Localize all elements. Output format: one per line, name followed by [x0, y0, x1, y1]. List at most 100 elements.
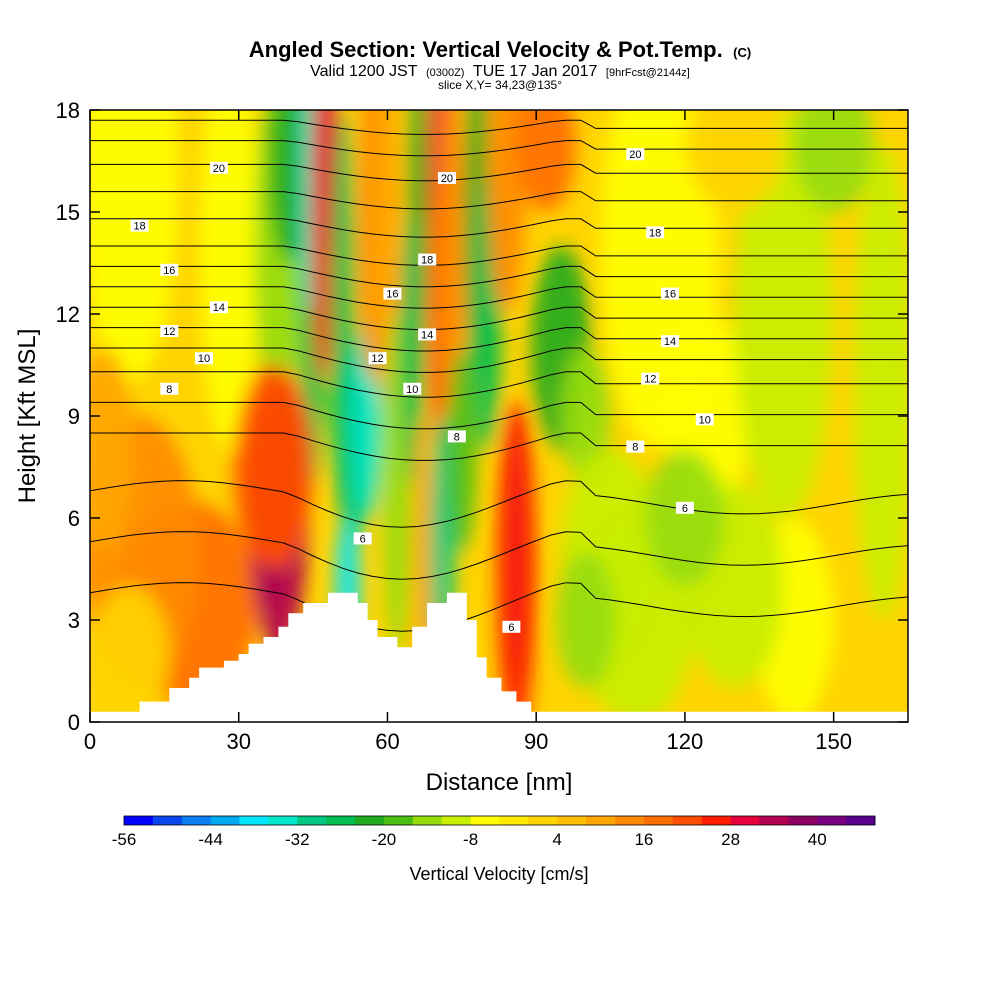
colorbar-swatch-0 [124, 816, 154, 825]
colorbar-swatch-20 [701, 816, 731, 825]
velocity-cell-50 [684, 110, 785, 212]
theta-label-text-11: 14 [664, 336, 676, 348]
theta-label-text-15: 10 [198, 353, 210, 365]
chart-subtitle: Valid 1200 JST (0300Z) TUE 17 Jan 2017 [… [310, 63, 690, 80]
theta-label-bg-20 [626, 440, 645, 453]
theta-label-bg-13 [368, 352, 387, 365]
colorbar-label-1: -44 [198, 830, 223, 849]
theta-label-text-1: 20 [441, 173, 453, 185]
theta-contour-5 [90, 371, 908, 398]
theta-label-bg-15 [195, 352, 214, 365]
theta-label-23: 6 [502, 620, 521, 634]
colorbar-label-4: -8 [463, 830, 478, 849]
theta-contour-16 [90, 119, 908, 135]
theta-label-bg-17 [695, 413, 714, 426]
velocity-cell-7 [268, 110, 309, 263]
colorbar-label-6: 16 [634, 830, 653, 849]
colorbar-swatch-6 [297, 816, 327, 825]
theta-label-bg-5 [646, 226, 665, 239]
plot-area: 20 20 20 18 18 18 16 16 16 14 14 14 12 12 12 10 10 10 8 8 8 6… [90, 110, 908, 722]
velocity-cell-11 [233, 365, 314, 569]
theta-label-text-14: 12 [644, 374, 656, 386]
colorbar-swatch-5 [268, 816, 298, 825]
colorbar-swatch-11 [441, 816, 472, 825]
colorbar-swatch-21 [730, 816, 760, 825]
theta-contour-9 [90, 286, 908, 309]
theta-label-text-20: 8 [632, 442, 638, 454]
theta-contour-13 [90, 191, 908, 210]
colorbar-label-2: -32 [285, 830, 310, 849]
x-tick-label-1: 30 [226, 729, 250, 754]
theta-label-text-7: 16 [386, 289, 398, 301]
colorbar-swatch-22 [759, 816, 789, 825]
theta-label-bg-21 [353, 532, 372, 545]
theta-label-text-6: 16 [163, 265, 175, 277]
velocity-cell-26 [437, 110, 467, 416]
velocity-cell-48 [645, 450, 725, 586]
theta-label-17: 10 [695, 413, 714, 426]
colorbar-swatch-3 [210, 816, 240, 825]
theta-label-22: 6 [675, 501, 694, 515]
theta-label-19: 8 [447, 430, 466, 443]
theta-label-text-2: 20 [629, 149, 641, 161]
colorbar-swatch-4 [239, 816, 269, 825]
theta-label-text-4: 18 [421, 255, 433, 267]
theta-label-text-9: 14 [213, 302, 225, 314]
theta-contour-labels: 20 20 20 18 18 18 16 16 16 14 14 14 12 12 12 10 10 10 8 8 8 6… [130, 148, 714, 634]
x-tick-label-0: 0 [84, 729, 96, 754]
theta-contour-1 [90, 531, 908, 580]
theta-label-text-18: 8 [166, 384, 172, 396]
colorbar-label-3: -20 [372, 830, 397, 849]
colorbar-swatch-9 [383, 816, 414, 825]
theta-label-bg-3 [130, 219, 149, 232]
velocity-cell-33 [496, 399, 537, 722]
theta-label-20: 8 [626, 440, 645, 454]
velocity-cell-5 [199, 110, 259, 450]
colorbar: -56 -44 -32 -20 -8 4 16 28 40 [112, 815, 876, 849]
x-axis: 0 30 60 90 120 150 [84, 110, 852, 754]
velocity-cell-35 [516, 110, 576, 212]
theta-label-8: 16 [661, 287, 680, 301]
theta-label-text-3: 18 [133, 221, 145, 233]
y-tick-label-2: 6 [68, 506, 80, 531]
theta-label-bg-7 [383, 287, 402, 300]
theta-label-text-12: 12 [163, 326, 175, 338]
theta-label-18: 8 [160, 382, 179, 396]
colorbar-swatch-23 [788, 816, 818, 825]
theta-label-bg-18 [160, 382, 179, 395]
velocity-cell-42 [793, 110, 874, 212]
y-tick-label-1: 3 [68, 608, 80, 633]
theta-label-text-8: 16 [664, 289, 676, 301]
colorbar-swatch-1 [152, 816, 183, 825]
theta-label-text-22: 6 [682, 503, 688, 515]
theta-contour-4 [90, 401, 908, 430]
velocity-cell-3 [90, 586, 170, 722]
colorbar-swatch-2 [181, 816, 212, 825]
y-tick-label-4: 12 [56, 302, 80, 327]
theta-label-9: 14 [209, 301, 228, 314]
y-axis-label: Height [Kft MSL] [14, 329, 41, 504]
theta-label-21: 6 [353, 532, 372, 545]
x-axis-label: Distance [nm] [426, 769, 573, 796]
theta-label-bg-16 [403, 382, 422, 395]
theta-label-bg-2 [626, 148, 645, 161]
velocity-cell-4 [90, 348, 135, 552]
y-tick-label-3: 9 [68, 404, 80, 429]
colorbar-title: Vertical Velocity [cm/s] [409, 864, 588, 884]
colorbar-frame [123, 815, 876, 826]
theta-label-text-23: 6 [508, 622, 514, 634]
colorbar-swatch-7 [326, 816, 356, 825]
theta-label-bg-8 [661, 287, 680, 300]
theta-label-2: 20 [626, 148, 645, 161]
theta-label-4: 18 [418, 253, 437, 267]
x-tick-label-3: 90 [524, 729, 548, 754]
theta-label-text-16: 10 [406, 384, 418, 396]
theta-contour-2 [90, 480, 908, 528]
colorbar-swatch-16 [586, 816, 616, 825]
velocity-cell-23 [399, 212, 425, 484]
colorbar-swatch-13 [499, 816, 529, 825]
theta-label-text-21: 6 [360, 533, 366, 545]
theta-label-11: 14 [661, 335, 680, 348]
y-tick-label-6: 18 [56, 98, 80, 123]
